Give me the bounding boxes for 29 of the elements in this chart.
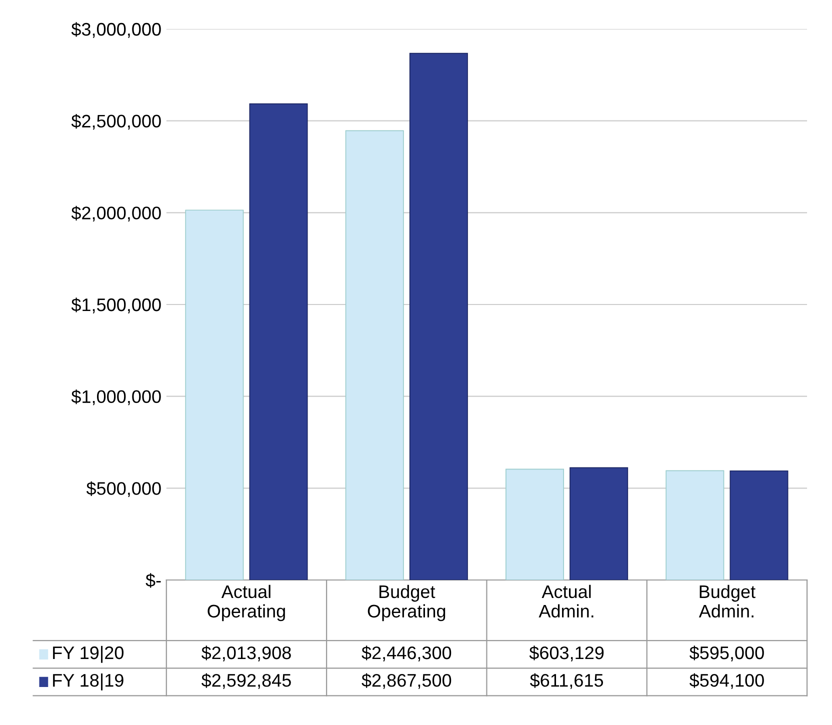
y-tick-label: $1,000,000 [71, 390, 161, 406]
data-label: $595,000 [690, 646, 764, 662]
y-tick-label: $3,000,000 [71, 22, 161, 38]
y-tick-label: $500,000 [86, 481, 161, 498]
y-tick-label: $1,500,000 [71, 298, 161, 314]
bar [666, 470, 724, 580]
x-tick-label: Actual Operating [208, 584, 285, 622]
x-tick-label: Budget Operating [368, 584, 446, 622]
bar [730, 470, 788, 580]
y-tick-label: $2,000,000 [71, 206, 161, 222]
y-tick-label: $2,500,000 [71, 114, 161, 130]
bar [185, 210, 244, 580]
legend-label: FY 19|20 [53, 646, 124, 663]
bar [345, 130, 404, 580]
data-label: $594,100 [690, 673, 764, 689]
y-tick-label: $- [146, 573, 161, 588]
bar [249, 103, 308, 580]
x-tick-label: Actual Admin. [538, 584, 594, 618]
data-label: $2,867,500 [362, 673, 452, 689]
legend-label: FY 18|19 [53, 673, 124, 690]
data-label: $2,013,908 [201, 646, 291, 662]
data-label: $2,446,300 [362, 646, 452, 662]
data-label: $2,592,845 [201, 673, 291, 689]
bar [570, 467, 628, 580]
data-label: $611,615 [530, 673, 604, 689]
x-tick-label: Budget Admin. [698, 584, 756, 618]
data-label: $603,129 [529, 646, 604, 662]
bar [409, 52, 468, 580]
bar [506, 468, 564, 580]
